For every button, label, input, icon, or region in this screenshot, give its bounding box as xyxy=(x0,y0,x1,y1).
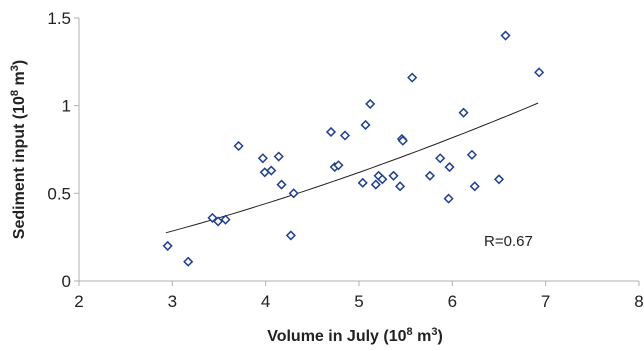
y-axis-title-close: ) xyxy=(11,60,28,65)
data-point xyxy=(207,212,218,223)
x-tick-label: 2 xyxy=(74,292,83,311)
x-axis-title: Volume in July (108 m3) xyxy=(267,326,443,345)
data-point xyxy=(370,179,381,190)
data-point xyxy=(183,256,194,267)
data-point xyxy=(339,130,351,141)
data-point xyxy=(220,214,231,225)
data-point xyxy=(233,140,244,152)
data-point xyxy=(360,119,371,131)
x-tick-label: 3 xyxy=(168,292,177,311)
y-tick-label: 0.5 xyxy=(47,184,71,203)
data-point xyxy=(493,174,505,185)
data-point xyxy=(257,153,268,164)
x-tick-label: 4 xyxy=(261,292,270,311)
x-tick-labels: 2 3 4 5 6 7 8 xyxy=(74,281,644,311)
data-point xyxy=(469,181,480,192)
y-axis-title-tail: m xyxy=(11,71,28,90)
y-tick-label: 1.5 xyxy=(47,9,71,28)
data-point xyxy=(388,170,399,181)
data-point xyxy=(534,67,545,78)
y-tick-label: 1 xyxy=(62,97,71,116)
x-axis-title-sup: 8 xyxy=(407,326,413,338)
y-axis-title: Sediment input (108 m3) xyxy=(9,60,28,239)
y-axis-title-unit-sup: 3 xyxy=(9,65,21,71)
data-point xyxy=(325,126,337,138)
x-axis-title-main: Volume in July (10 xyxy=(267,328,406,345)
data-point xyxy=(424,170,435,181)
plot-area xyxy=(78,18,639,282)
data-point xyxy=(444,161,455,173)
x-axis-title-close: ) xyxy=(437,328,442,345)
data-point xyxy=(435,153,446,164)
x-tick-label: 7 xyxy=(541,292,550,311)
data-point xyxy=(276,179,287,190)
data-point xyxy=(443,193,454,204)
data-point xyxy=(162,240,173,251)
data-point xyxy=(288,188,299,199)
data-point xyxy=(395,181,406,192)
y-axis-title-sup: 8 xyxy=(9,90,21,96)
x-tick-label: 5 xyxy=(354,292,363,311)
trend-line xyxy=(165,102,539,234)
data-point xyxy=(377,174,388,185)
data-point xyxy=(365,98,376,109)
y-tick-labels: 0 0.5 1 1.5 xyxy=(47,9,79,291)
data-point xyxy=(213,216,224,227)
data-point xyxy=(273,151,284,162)
y-axis-title-main: Sediment input (10 xyxy=(11,96,28,239)
data-point xyxy=(357,177,368,188)
data-point xyxy=(333,160,344,171)
y-tick-label: 0 xyxy=(62,272,71,291)
x-axis-title-unit-sup: 3 xyxy=(431,326,437,338)
data-point xyxy=(407,72,418,83)
x-axis-title-tail: m xyxy=(413,328,432,345)
x-tick-label: 6 xyxy=(448,292,457,311)
correlation-annotation: R=0.67 xyxy=(484,233,533,250)
data-points xyxy=(162,30,545,267)
data-point xyxy=(285,230,296,241)
data-point xyxy=(397,135,408,146)
data-point xyxy=(458,107,469,118)
data-point xyxy=(500,30,511,41)
x-tick-label: 8 xyxy=(634,292,643,311)
data-point xyxy=(466,149,477,160)
data-point xyxy=(266,165,277,176)
